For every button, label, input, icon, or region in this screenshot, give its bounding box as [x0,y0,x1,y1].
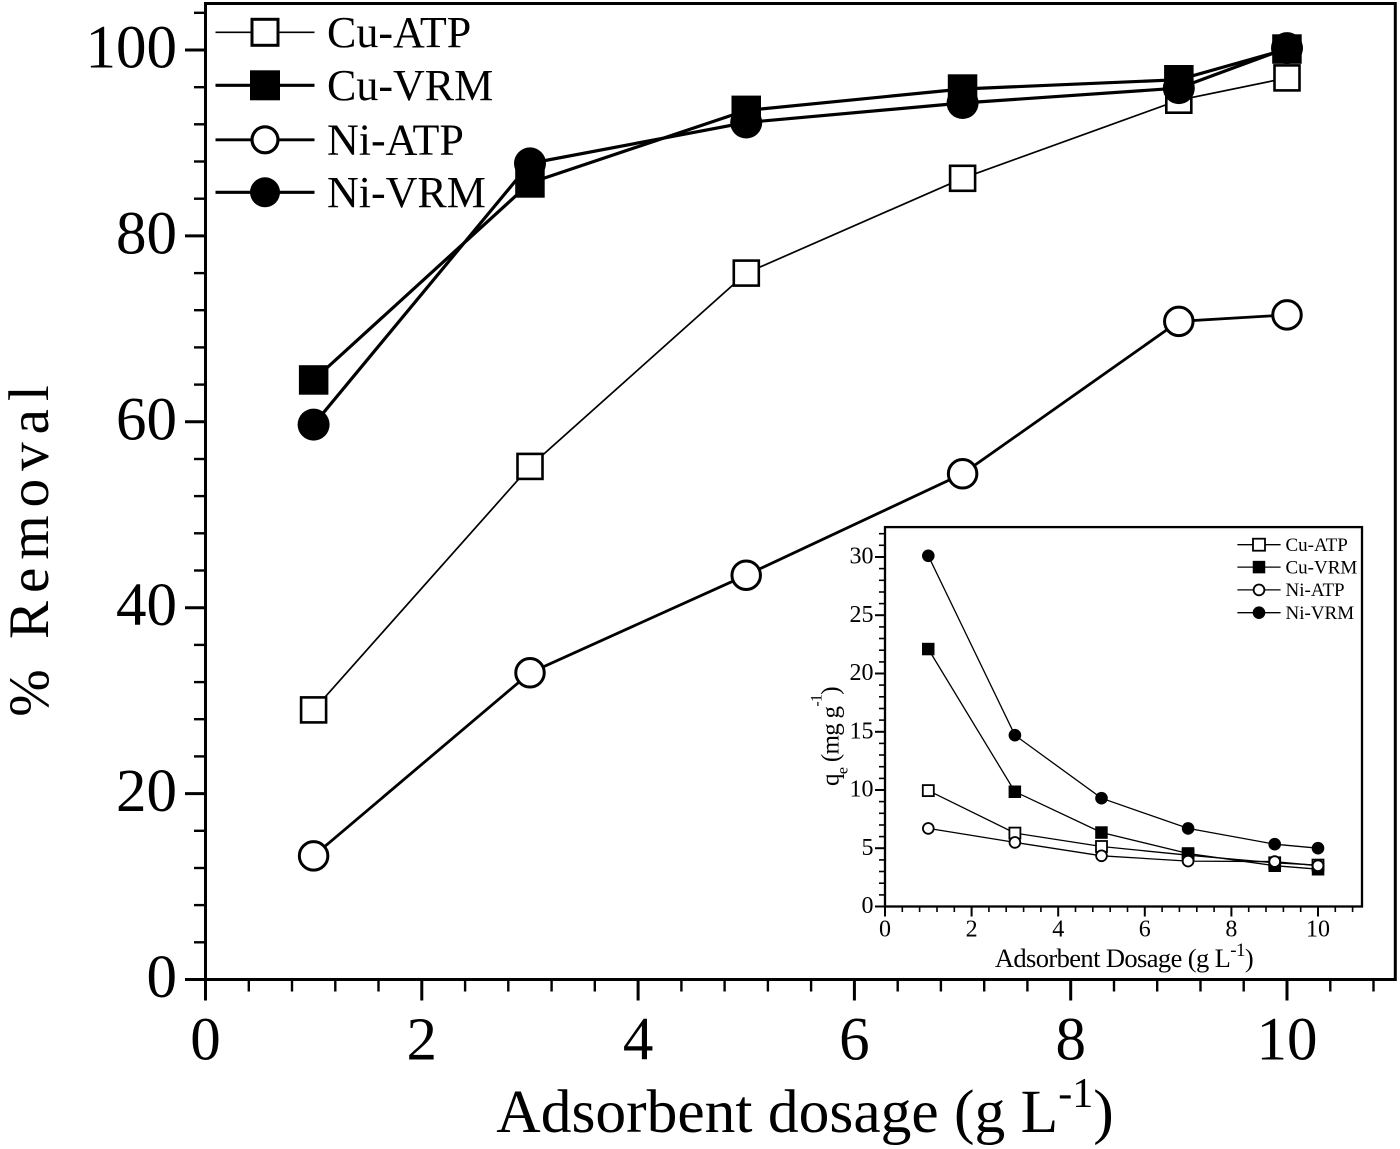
svg-text:Cu-VRM: Cu-VRM [1286,557,1358,578]
svg-text:20: 20 [850,660,874,686]
svg-text:10: 10 [1257,1007,1318,1074]
svg-text:0: 0 [190,1007,221,1074]
svg-text:Ni-ATP: Ni-ATP [327,115,464,164]
svg-text:0: 0 [147,944,178,1011]
svg-text:2: 2 [407,1007,438,1074]
svg-text:0: 0 [862,893,874,919]
svg-text:8: 8 [1225,916,1237,942]
svg-text:Cu-VRM: Cu-VRM [327,61,493,110]
svg-text:8: 8 [1055,1007,1086,1074]
svg-text:Ni-ATP: Ni-ATP [1286,580,1345,601]
svg-text:5: 5 [862,835,874,861]
svg-text:4: 4 [623,1007,654,1074]
svg-text:% Removal: % Removal [0,377,61,717]
svg-text:0: 0 [879,916,891,942]
svg-text:80: 80 [116,200,177,267]
svg-text:10: 10 [1306,916,1330,942]
svg-text:Adsorbent Dosage (g L-1): Adsorbent Dosage (g L-1) [995,940,1253,973]
svg-text:25: 25 [850,602,874,628]
svg-text:Ni-VRM: Ni-VRM [1286,603,1355,624]
svg-text:10: 10 [850,777,874,803]
svg-text:Adsorbent dosage (g L-1): Adsorbent dosage (g L-1) [496,1071,1113,1146]
svg-text:Cu-ATP: Cu-ATP [327,8,471,57]
svg-text:Ni-VRM: Ni-VRM [327,168,486,217]
svg-text:60: 60 [116,386,177,453]
svg-text:Cu-ATP: Cu-ATP [1286,535,1348,556]
svg-text:2: 2 [966,916,978,942]
svg-text:6: 6 [1139,916,1151,942]
svg-text:4: 4 [1052,916,1064,942]
svg-text:6: 6 [839,1007,870,1074]
svg-text:100: 100 [86,15,178,82]
svg-text:15: 15 [850,718,874,744]
svg-text:20: 20 [116,758,177,825]
svg-text:30: 30 [850,544,874,570]
svg-text:40: 40 [116,572,177,639]
